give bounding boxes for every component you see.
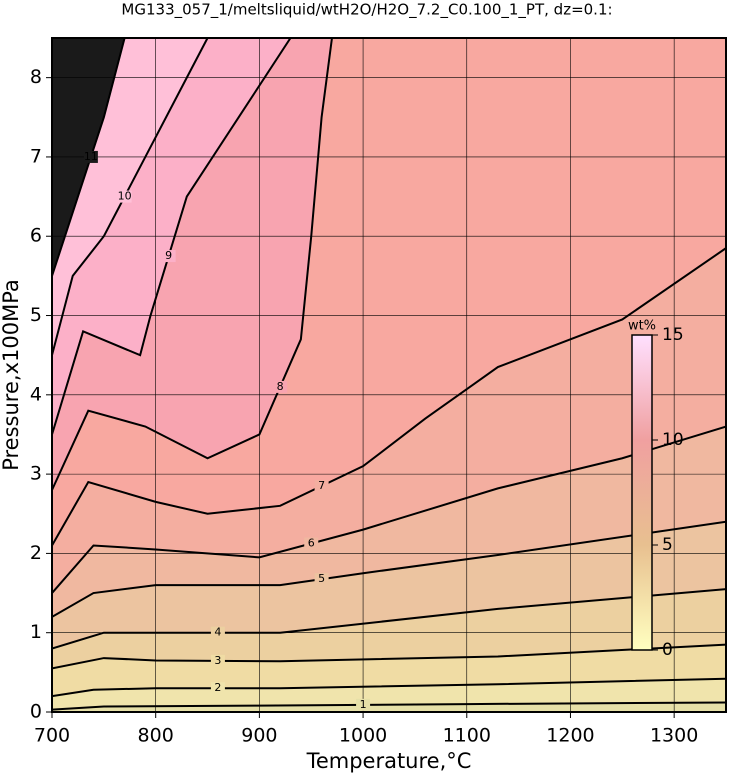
contour-label-box: [210, 654, 225, 667]
x-tick-label: 800: [138, 725, 174, 747]
contour-label-box: [210, 682, 225, 695]
contour-label: 8: [277, 380, 284, 393]
y-tick-label: 6: [30, 225, 42, 247]
colorbar-tick-label: 10: [662, 430, 684, 450]
contour-label: 6: [308, 537, 315, 550]
contour-label-box: [273, 380, 288, 393]
contour-label-box: [83, 150, 98, 163]
overlay: 700 800 900 1000 1100 1200 1300012345678wt%051…: [30, 37, 727, 747]
colorbar-tick-label: 15: [662, 325, 684, 345]
contour-label-box: [161, 250, 176, 263]
contour-band: [52, 702, 726, 712]
x-tick-label: 1300: [650, 725, 698, 747]
contour-line: [52, 520, 726, 618]
y-tick-label: 3: [30, 463, 42, 485]
y-tick-label: 1: [30, 621, 42, 643]
colorbar-tick-label: 5: [662, 535, 673, 555]
x-tick-label: 1100: [443, 725, 491, 747]
contour-label: 10: [118, 190, 132, 203]
y-tick-label: 7: [30, 145, 42, 167]
plot-area: 1 2 3 4 5 6 7 8 9 10 11: [52, 38, 726, 712]
y-tick-label: 8: [30, 66, 42, 88]
contour-label-box: [210, 626, 225, 639]
colorbar: [631, 334, 653, 651]
contour-label-box: [304, 537, 319, 550]
colorbar-tick-label: 0: [662, 640, 673, 660]
x-tick-label: 700: [34, 725, 70, 747]
contour-label-box: [314, 480, 329, 493]
contour-label-box: [356, 698, 371, 711]
contour-label-box: [117, 190, 132, 203]
contour-label: 7: [318, 479, 325, 492]
frame: [51, 37, 727, 713]
contour-label: 9: [165, 249, 172, 262]
contour-label: 11: [84, 150, 98, 163]
contour-label: 3: [214, 654, 221, 667]
x-axis-label: Temperature,°C: [306, 749, 472, 773]
y-tick-label: 2: [30, 542, 42, 564]
x-tick-label: 1200: [546, 725, 594, 747]
y-axis-label: Pressure,x100MPa: [0, 279, 23, 471]
y-tick-label: 0: [30, 701, 42, 723]
contour-label: 4: [214, 626, 221, 639]
colorbar-label: wt%: [628, 319, 656, 334]
contour-label-box: [314, 573, 329, 586]
y-tick-label: 4: [30, 383, 42, 405]
contour-line: [52, 38, 292, 435]
contour-label: 2: [214, 681, 221, 694]
contour-line: [52, 38, 333, 491]
x-tick-label: 1000: [339, 725, 387, 747]
y-tick-label: 5: [30, 304, 42, 326]
contour-label: 5: [318, 572, 325, 585]
contour-line: [52, 701, 726, 711]
x-tick-label: 900: [241, 725, 277, 747]
contour-label: 1: [360, 698, 367, 711]
chart-title: MG133_057_1/meltsliquid/wtH2O/H2O_7.2_C0…: [121, 1, 612, 20]
